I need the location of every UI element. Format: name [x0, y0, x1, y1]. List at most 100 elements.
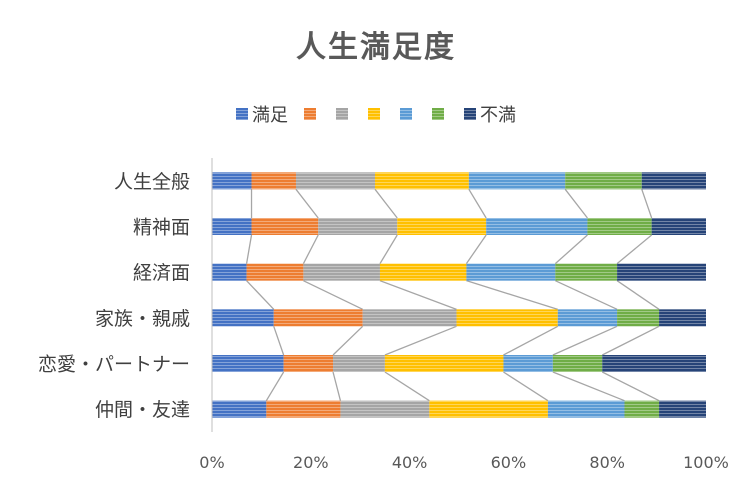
bar-segment-texture: [565, 172, 642, 190]
bar-segment-texture: [246, 263, 304, 281]
bar-segment-texture: [486, 218, 588, 235]
series-line: [273, 326, 285, 356]
series-line: [503, 325, 559, 356]
bar-segment-texture: [503, 355, 553, 372]
bar-segment-texture: [283, 355, 334, 372]
category-label: 人生全般: [114, 171, 190, 193]
series-line: [466, 280, 558, 310]
x-tick-label: 0%: [199, 453, 224, 472]
bar-segment-texture: [362, 309, 457, 327]
series-line: [564, 188, 588, 219]
bar-segment-texture: [602, 355, 706, 372]
category-label: 仲間・友達: [95, 399, 190, 421]
x-tick-label: 60%: [491, 453, 527, 472]
x-tick-label: 40%: [392, 453, 428, 472]
bar-segment-texture: [251, 172, 296, 190]
series-line: [601, 371, 660, 402]
chart-title: 人生満足度: [296, 30, 456, 65]
legend-label: 不満: [480, 105, 516, 126]
legend-item: [432, 108, 448, 120]
bar-segment-texture: [212, 218, 252, 235]
bar-segment-texture: [456, 309, 558, 327]
bar-segment-texture: [273, 309, 363, 327]
category-label: 恋愛・パートナー: [38, 354, 190, 376]
bar-segment-texture: [212, 309, 274, 327]
series-line: [468, 188, 487, 219]
bar-segment-texture: [552, 355, 603, 372]
bar-segment-texture: [617, 309, 660, 327]
bar-segment-texture: [212, 172, 252, 190]
chart-legend: 満足 不満: [0, 102, 752, 126]
x-tick-label: 20%: [293, 453, 329, 472]
legend-swatch: [336, 108, 348, 120]
bar-segment-texture: [379, 263, 467, 281]
series-line: [465, 234, 487, 265]
legend-item: [368, 108, 384, 120]
series-line: [245, 234, 253, 264]
legend-item: [400, 108, 416, 120]
legend-swatch: [432, 108, 444, 120]
bar-segment-texture: [295, 172, 376, 190]
legend-swatch: [400, 108, 412, 120]
series-line: [246, 280, 275, 310]
x-tick-label: 80%: [589, 453, 625, 472]
bar-segment-texture: [375, 172, 469, 190]
legend-label: 満足: [252, 105, 288, 126]
bar-segment-texture: [397, 218, 487, 235]
series-line: [384, 371, 430, 402]
series-line: [552, 371, 625, 402]
bar-segment-texture: [340, 400, 430, 418]
bar-segment-texture: [333, 355, 385, 372]
bar-segment-texture: [384, 355, 504, 372]
bar-segment-texture: [212, 355, 284, 372]
bar-segment-texture: [659, 400, 706, 418]
series-line: [641, 189, 653, 219]
bar-segment-texture: [429, 400, 548, 418]
legend-swatch: [368, 108, 380, 120]
bar-segment-texture: [466, 263, 556, 281]
series-line: [384, 325, 457, 356]
legend-item: 満足: [236, 101, 288, 127]
series-line: [616, 280, 660, 310]
bar-segment-texture: [641, 172, 706, 190]
series-line: [303, 280, 363, 310]
bar-segment-texture: [212, 263, 247, 281]
category-label: 経済面: [133, 262, 190, 284]
bar-segment-texture: [266, 400, 341, 418]
bar-segment-texture: [318, 218, 398, 235]
category-label: 精神面: [133, 217, 190, 239]
legend-item: [304, 108, 320, 120]
bar-segment-texture: [624, 400, 660, 418]
series-line: [379, 234, 398, 265]
series-line: [295, 188, 319, 219]
series-line: [601, 325, 660, 356]
legend-item: [336, 108, 352, 120]
x-tick-label: 100%: [683, 453, 729, 472]
series-line: [265, 371, 285, 402]
bar-segment-texture: [557, 309, 618, 327]
legend-swatch: [304, 108, 316, 120]
bar-segment-texture: [547, 400, 625, 418]
legend-swatch: [236, 108, 248, 120]
category-label: 家族・親戚: [95, 308, 190, 330]
bar-segment-texture: [251, 218, 319, 235]
bar-segment-texture: [587, 218, 652, 235]
series-line: [503, 371, 549, 402]
bar-segment-texture: [659, 309, 706, 327]
series-line: [332, 371, 342, 401]
bar-segment-texture: [651, 218, 706, 235]
bar-segment-texture: [468, 172, 566, 190]
series-line: [302, 234, 319, 264]
bar-segment-texture: [212, 400, 267, 418]
bar-segment-texture: [303, 263, 380, 281]
legend-swatch: [464, 108, 476, 120]
series-line: [555, 280, 618, 310]
bar-segment-texture: [555, 263, 618, 281]
series-line: [616, 234, 653, 265]
series-line: [332, 325, 364, 356]
series-line: [552, 325, 618, 356]
bar-segment-texture: [617, 263, 706, 281]
series-line: [379, 280, 457, 310]
